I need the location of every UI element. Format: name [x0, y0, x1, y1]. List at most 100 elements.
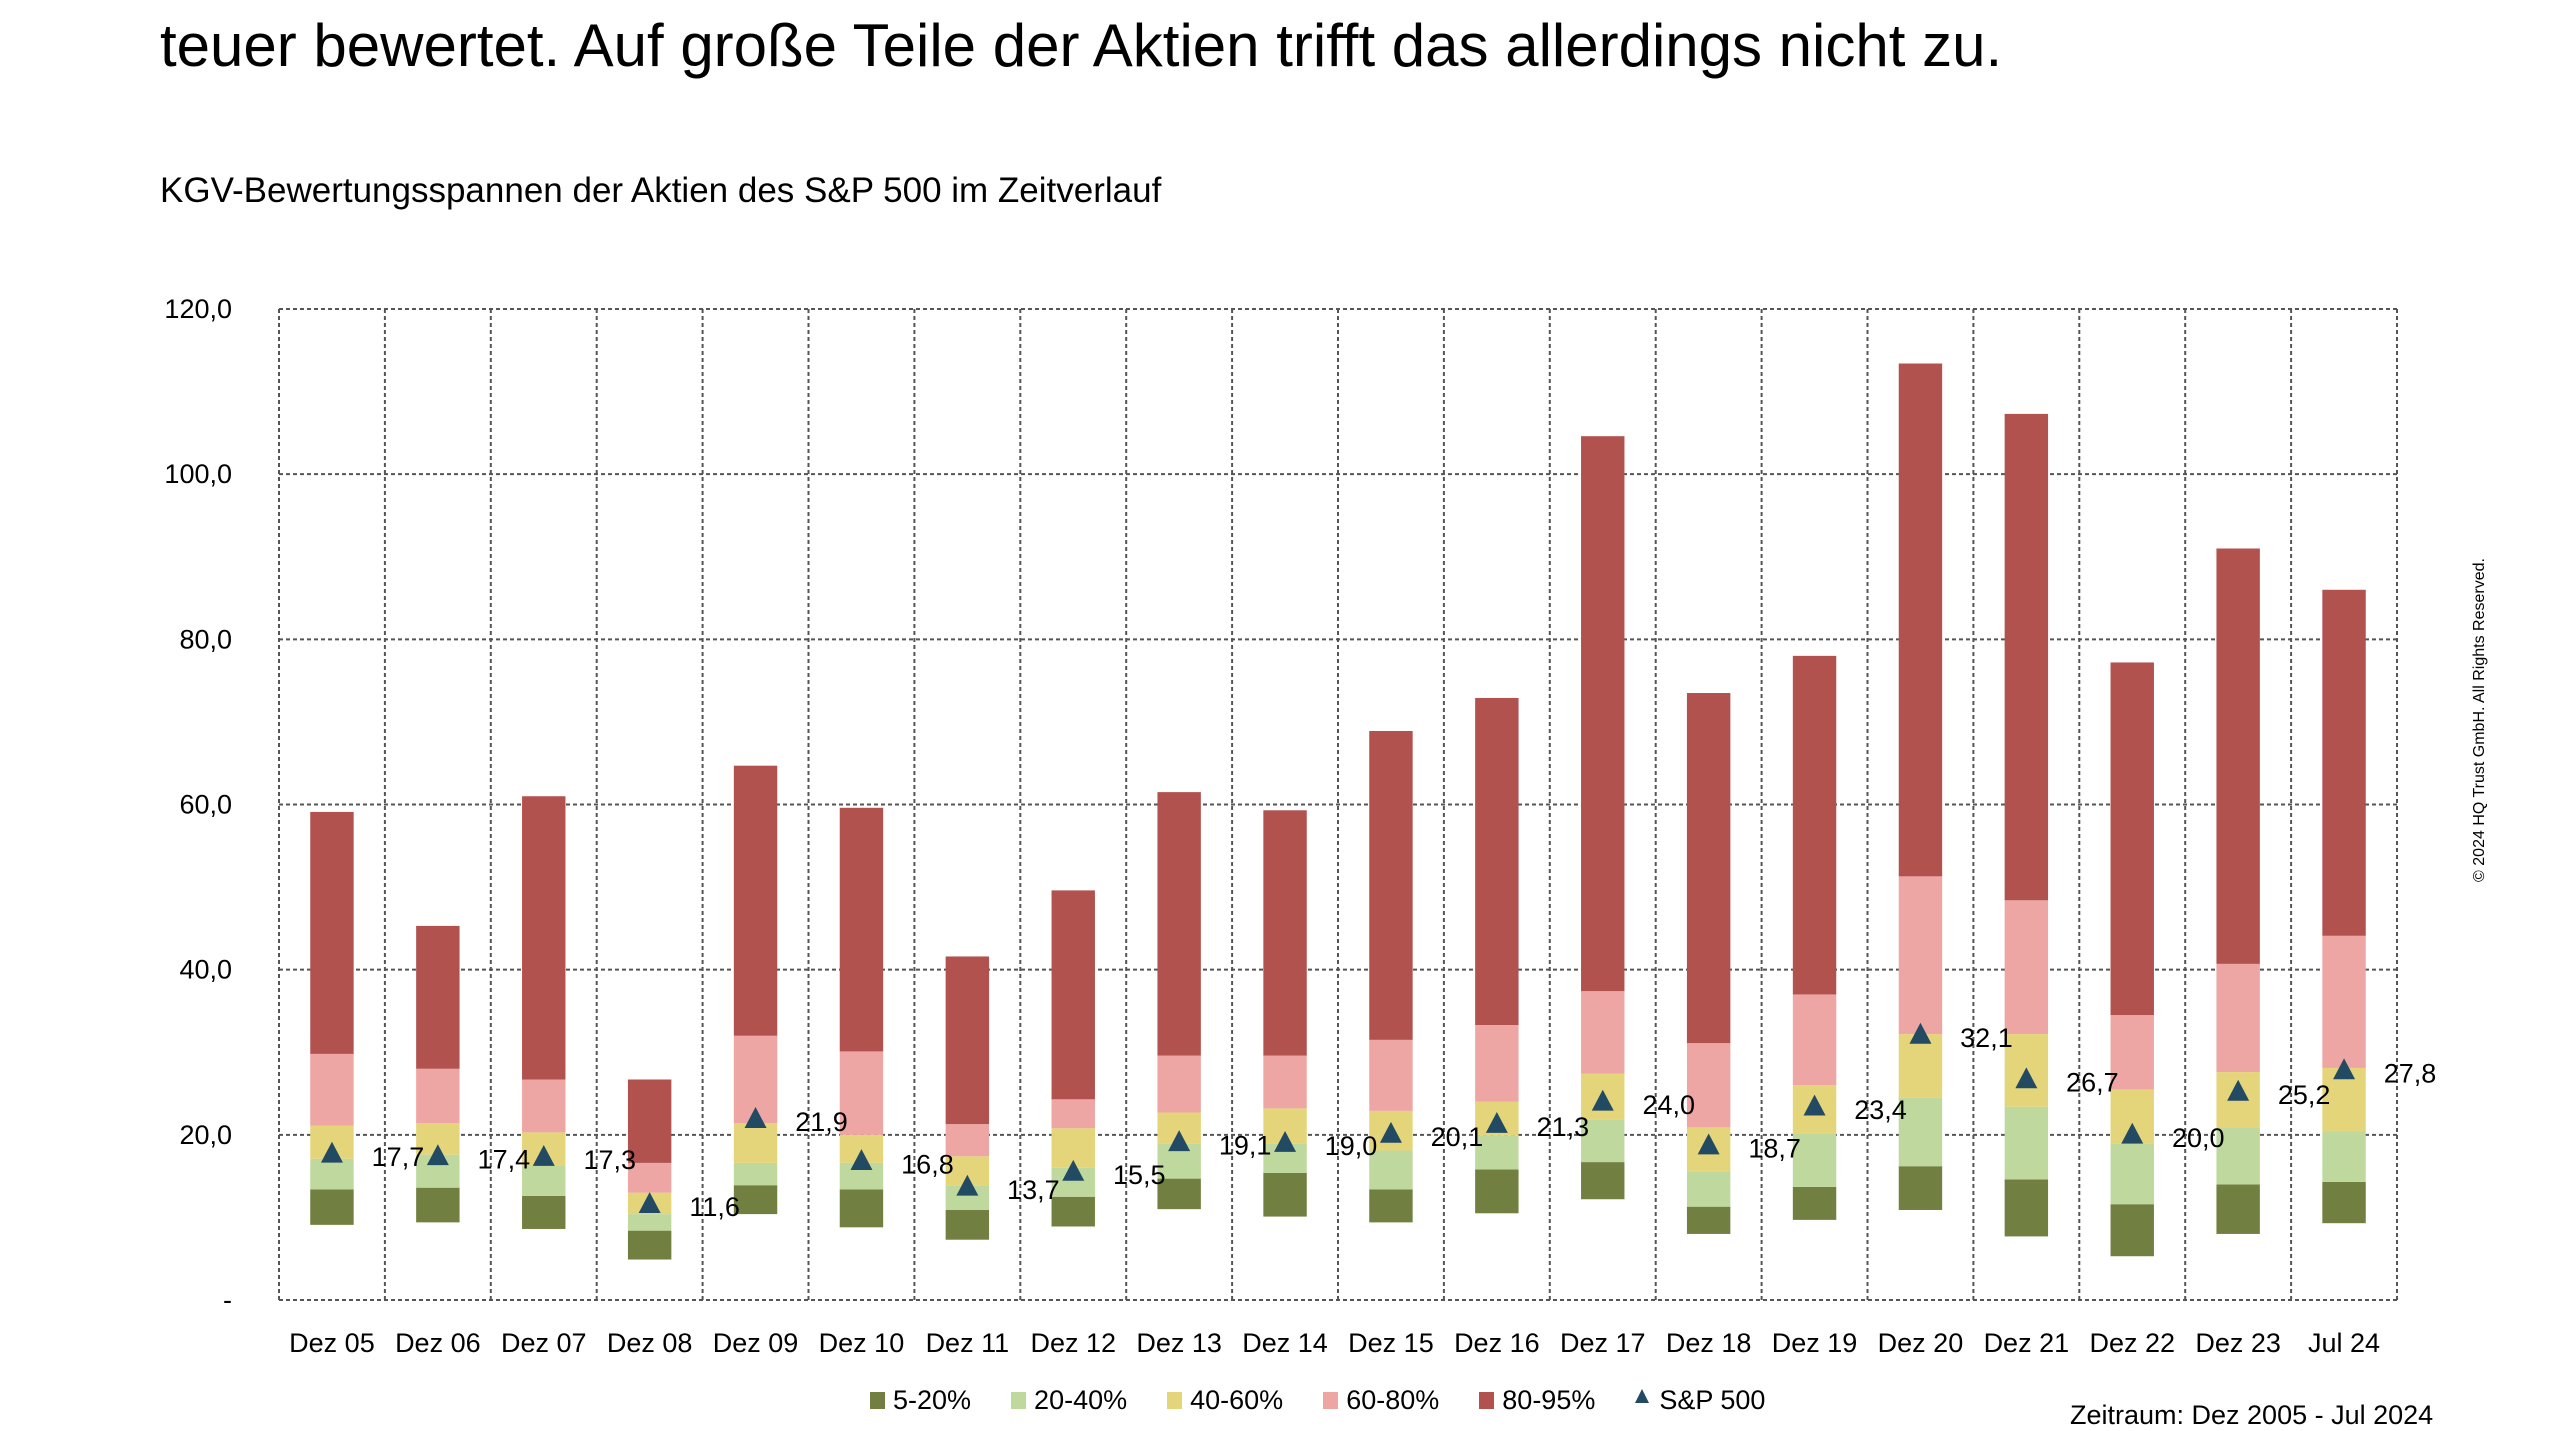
- bars: [310, 363, 2366, 1260]
- bar-segment-5-20pct: [2322, 1181, 2366, 1224]
- sp500-triangle-marker: [2121, 1122, 2144, 1144]
- bar-segment-60-80pct: [310, 1053, 354, 1126]
- y-tick-label: 100,0: [164, 459, 232, 489]
- bar-segment-20-40pct: [2004, 1106, 2049, 1180]
- bar-segment-5-20pct: [522, 1195, 566, 1229]
- bar-dez-05: [310, 811, 354, 1225]
- bar-segment-5-20pct: [1581, 1162, 1625, 1200]
- bar-segment-60-80pct: [1263, 1055, 1307, 1109]
- sp500-value-label: 17,7: [372, 1142, 425, 1172]
- bar-segment-60-80pct: [2322, 935, 2366, 1068]
- bar-segment-80-95pct: [1051, 890, 1095, 1100]
- bar-segment-80-95pct: [2110, 662, 2154, 1016]
- bar-segment-60-80pct: [2216, 963, 2260, 1073]
- bar-dez-15: [1369, 731, 1413, 1223]
- sp500-triangle-marker: [2015, 1067, 2038, 1089]
- sp500-triangle-marker: [850, 1149, 873, 1171]
- bar-segment-40-60pct: [733, 1123, 778, 1163]
- bar-segment-80-95pct: [2004, 413, 2049, 901]
- sp500-triangle-marker: [426, 1144, 449, 1166]
- bar-dez-17: [1581, 436, 1625, 1200]
- y-tick-label: -: [223, 1285, 232, 1315]
- bar-dez-09: [733, 765, 778, 1215]
- bar-segment-60-80pct: [1792, 994, 1837, 1086]
- x-tick-label: Dez 14: [1242, 1328, 1328, 1358]
- bar-dez-13: [1157, 792, 1201, 1210]
- y-tick-label: 80,0: [179, 624, 232, 654]
- legend-triangle-icon: [1635, 1389, 1650, 1403]
- bar-segment-80-95pct: [1369, 731, 1413, 1040]
- sp500-triangle-marker: [956, 1174, 979, 1196]
- bar-segment-60-80pct: [1157, 1055, 1201, 1113]
- x-tick-label: Dez 10: [819, 1328, 905, 1358]
- bar-segment-40-60pct: [1898, 1034, 1943, 1098]
- legend-item: 80-95%: [1479, 1384, 1595, 1416]
- y-tick-label: 60,0: [179, 790, 232, 820]
- bar-segment-80-95pct: [522, 796, 566, 1080]
- bar-dez-06: [416, 925, 460, 1223]
- x-tick-label: Dez 16: [1454, 1328, 1540, 1358]
- chart-legend: 5-20% 20-40% 40-60% 60-80% 80-95% S&P 500: [870, 1384, 1805, 1416]
- bar-segment-60-80pct: [2004, 900, 2049, 1035]
- x-tick-label: Dez 11: [926, 1328, 1010, 1358]
- x-tick-label: Dez 20: [1878, 1328, 1964, 1358]
- legend-item: 20-40%: [1011, 1384, 1127, 1416]
- sp500-value-label: 17,4: [478, 1144, 531, 1174]
- legend-swatch: [1167, 1391, 1183, 1409]
- bar-segment-80-95pct: [627, 1079, 672, 1163]
- sp500-triangle-marker: [320, 1141, 343, 1163]
- bar-segment-5-20pct: [310, 1189, 354, 1225]
- copyright-note: © 2024 HQ Trust GmbH. All Rights Reserve…: [2471, 558, 2488, 882]
- legend-swatch: [1323, 1391, 1339, 1409]
- bar-segment-60-80pct: [839, 1051, 884, 1135]
- bar-dez-07: [522, 796, 566, 1229]
- bar-segment-20-40pct: [310, 1158, 354, 1190]
- legend-label: 80-95%: [1502, 1385, 1596, 1415]
- sp500-markers: [320, 1022, 2356, 1214]
- bar-segment-20-40pct: [733, 1162, 778, 1186]
- sp500-triangle-marker: [532, 1145, 555, 1166]
- bar-dez-16: [1475, 697, 1519, 1214]
- bar-segment-20-40pct: [1475, 1135, 1519, 1170]
- bar-segment-20-40pct: [1792, 1133, 1837, 1187]
- legend-item: 40-60%: [1167, 1384, 1283, 1416]
- sp500-data-labels: 17,7 17,4 17,3 11,6 21,9 16,8 13,7 15,5 19,1 19,0…: [372, 1023, 2437, 1222]
- sp500-value-label: 21,3: [1537, 1112, 1590, 1142]
- bar-segment-60-80pct: [522, 1079, 566, 1133]
- bar-segment-80-95pct: [839, 807, 884, 1052]
- x-tick-label: Dez 06: [395, 1328, 481, 1358]
- x-tick-label: Dez 09: [713, 1328, 799, 1358]
- y-tick-label: 20,0: [179, 1120, 232, 1150]
- bar-segment-80-95pct: [2322, 589, 2366, 936]
- legend-label: S&P 500: [1659, 1385, 1766, 1415]
- x-tick-label: Dez 23: [2195, 1328, 2281, 1358]
- bar-dez-11: [945, 956, 990, 1240]
- bar-segment-20-40pct: [1369, 1150, 1413, 1190]
- sp500-value-label: 15,5: [1113, 1160, 1166, 1190]
- sp500-triangle-marker: [1485, 1111, 1508, 1133]
- bar-dez-14: [1263, 810, 1307, 1217]
- sp500-value-label: 27,8: [2384, 1058, 2437, 1088]
- legend-swatch: [1011, 1391, 1027, 1409]
- legend-label: 5-20%: [893, 1385, 972, 1415]
- bar-segment-5-20pct: [1369, 1189, 1413, 1223]
- sp500-triangle-marker: [1591, 1089, 1614, 1111]
- bar-segment-80-95pct: [310, 811, 354, 1054]
- bar-segment-5-20pct: [2004, 1179, 2049, 1237]
- x-tick-label: Dez 08: [607, 1328, 693, 1358]
- x-tick-label: Dez 13: [1136, 1328, 1222, 1358]
- bar-segment-20-40pct: [1686, 1171, 1731, 1207]
- bar-segment-60-80pct: [945, 1124, 990, 1157]
- y-tick-label: 120,0: [164, 294, 232, 324]
- bar-segment-20-40pct: [2110, 1143, 2154, 1205]
- sp500-value-label: 26,7: [2066, 1068, 2119, 1098]
- bar-dez-18: [1686, 693, 1731, 1234]
- bar-segment-60-80pct: [1898, 876, 1943, 1035]
- bar-segment-5-20pct: [1475, 1169, 1519, 1214]
- bar-dez-19: [1792, 655, 1837, 1220]
- bar-segment-60-80pct: [1581, 991, 1625, 1074]
- sp500-value-label: 21,9: [795, 1107, 848, 1137]
- bar-segment-60-80pct: [1475, 1024, 1519, 1102]
- bar-segment-5-20pct: [1686, 1206, 1731, 1234]
